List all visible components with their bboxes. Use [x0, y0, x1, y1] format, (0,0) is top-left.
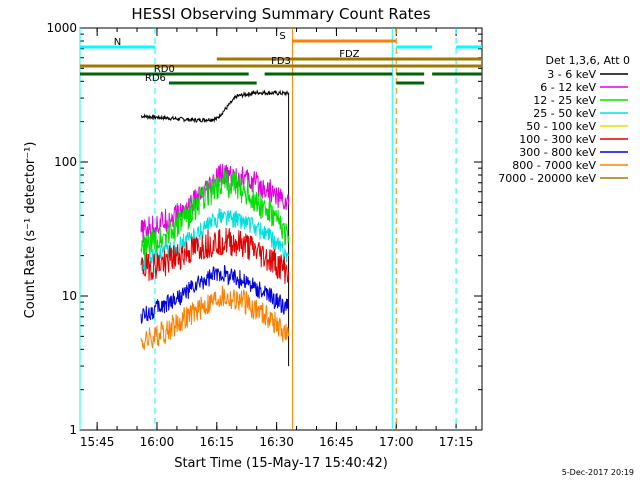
y-tick-label: 10	[62, 289, 77, 303]
x-tick-label: 17:15	[439, 435, 474, 449]
legend-label: 6 - 12 keV	[540, 81, 596, 94]
series-line-800-7000-kev	[140, 285, 290, 351]
series-line-12-25-kev	[140, 168, 290, 262]
flag-label-rd0: RD0	[154, 64, 175, 75]
legend-label: 25 - 50 keV	[533, 107, 596, 120]
legend-label: 800 - 7000 keV	[512, 159, 596, 172]
legend-label: 50 - 100 keV	[526, 120, 596, 133]
flag-label-fd3: FD3	[271, 56, 291, 67]
flag-label-n: N	[114, 37, 121, 48]
flag-label-fdz: FDZ	[339, 49, 359, 60]
legend-label: 300 - 800 keV	[519, 146, 596, 159]
plot-area: 1 10 100 1000 15:45 16:00 16:15 16:30 16:45 17:00…	[46, 21, 483, 449]
y-tick-label: 100	[54, 155, 77, 169]
series-line-3-6-kev	[140, 89, 290, 367]
series-line-6-12-kev	[140, 163, 290, 243]
flag-label-rd6: RD6	[145, 73, 166, 84]
legend-label: 12 - 25 keV	[533, 94, 596, 107]
legend-title: Det 1,3,6, Att 0	[546, 54, 630, 67]
y-axis-label: Count Rate (s⁻¹ detector⁻¹)	[23, 142, 38, 319]
footer-date: 5-Dec-2017 20:19	[561, 468, 634, 477]
legend-label: 100 - 300 keV	[519, 133, 596, 146]
y-tick-label: 1	[69, 423, 77, 437]
legend-label: 3 - 6 keV	[547, 68, 596, 81]
series-line-300-800-kev	[140, 264, 289, 324]
flag-label-s: S	[279, 31, 285, 42]
x-tick-label: 16:15	[199, 435, 234, 449]
x-tick-label: 16:45	[319, 435, 354, 449]
legend-label: 7000 - 20000 keV	[498, 172, 596, 185]
x-axis-label: Start Time (15-May-17 15:40:42)	[174, 456, 388, 471]
y-tick-label: 1000	[46, 21, 77, 35]
series-line-100-300-kev	[140, 227, 290, 284]
chart-title: HESSI Observing Summary Count Rates	[131, 5, 430, 23]
series-line-25-50-kev	[140, 208, 290, 271]
x-tick-label: 16:00	[140, 435, 175, 449]
x-tick-label: 16:30	[259, 435, 294, 449]
x-tick-label: 15:45	[80, 435, 115, 449]
x-tick-label: 17:00	[379, 435, 414, 449]
